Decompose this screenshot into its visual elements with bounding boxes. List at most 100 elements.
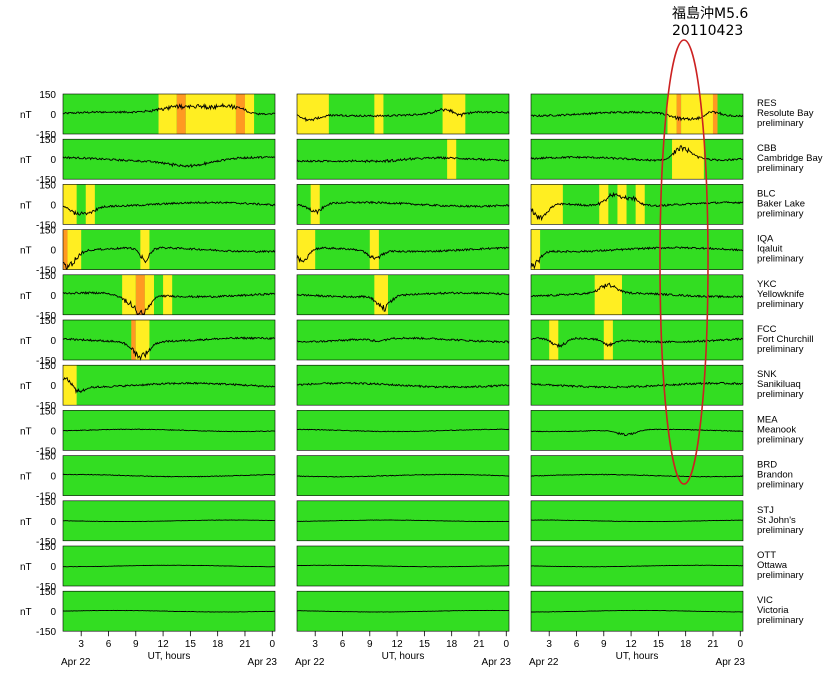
station-code: BRD	[757, 460, 777, 471]
magnetic-trace	[296, 336, 510, 344]
activity-band	[369, 229, 379, 270]
activity-band	[531, 229, 541, 270]
panel-frame	[62, 545, 276, 587]
activity-band	[531, 184, 563, 225]
y-unit-label: nT	[20, 562, 32, 573]
panel-background	[531, 229, 743, 270]
x-tick-label: 3	[546, 639, 552, 650]
magnetic-trace	[63, 428, 276, 433]
y-tick-label: -150	[36, 492, 56, 503]
activity-band	[297, 94, 329, 134]
panel-frame	[62, 138, 276, 180]
station-status: preliminary	[757, 254, 804, 265]
x-tick-label: 21	[473, 639, 485, 650]
x-tick-label: 6	[106, 639, 112, 650]
activity-band	[635, 184, 645, 225]
panel-frame	[530, 319, 744, 361]
magnetic-trace	[62, 246, 276, 270]
x-tick-label: 15	[419, 639, 431, 650]
activity-band	[676, 94, 682, 134]
magnetic-trace	[62, 376, 276, 395]
x-tick-label: 18	[680, 639, 692, 650]
station-status: preliminary	[757, 615, 804, 626]
x-tick-label: 9	[133, 639, 139, 650]
x-axis-label: UT, hours	[148, 651, 191, 662]
y-unit-label: nT	[20, 472, 32, 483]
panel-background	[297, 455, 509, 496]
station-status: preliminary	[757, 480, 804, 491]
activity-band	[594, 274, 622, 315]
annotation-date: 20110423	[672, 23, 744, 39]
y-unit-label: nT	[20, 291, 32, 302]
magnetic-trace	[63, 519, 276, 523]
annotation-ellipse	[659, 39, 709, 485]
x-tick-label: 6	[574, 639, 580, 650]
y-tick-label: 0	[50, 517, 56, 528]
y-tick-label: -150	[36, 356, 56, 367]
x-tick-label: 0	[737, 639, 743, 650]
panel-frame	[530, 364, 744, 406]
activity-band	[244, 94, 255, 134]
y-tick-label: 0	[50, 155, 56, 166]
x-tick-label: 15	[185, 639, 197, 650]
panel-frame	[296, 590, 510, 632]
station-code: CBB	[757, 143, 777, 154]
y-tick-label: 0	[50, 200, 56, 211]
date-end-label: Apr 23	[482, 657, 512, 668]
magnetic-trace	[530, 381, 743, 389]
panel-frame	[62, 229, 276, 270]
activity-band	[297, 229, 316, 270]
panel-background	[63, 139, 275, 180]
panel-frame	[296, 93, 510, 135]
y-unit-label: nT	[20, 246, 32, 257]
panel-frame	[62, 319, 276, 361]
earthquake-annotation: 福島沖M5.6 20110423	[672, 6, 748, 40]
y-tick-label: 0	[50, 291, 56, 302]
panel-frame	[62, 364, 276, 406]
station-code: STJ	[757, 505, 774, 516]
y-tick-label: -150	[36, 266, 56, 277]
magnetic-trace	[530, 144, 744, 163]
station-name: Cambridge Bay	[757, 153, 823, 164]
panel-frame	[530, 229, 744, 270]
y-tick-label: 150	[39, 271, 56, 282]
y-tick-label: 150	[39, 90, 56, 101]
panel-frame	[530, 455, 744, 496]
activity-band	[140, 229, 150, 270]
station-name: Victoria	[757, 605, 789, 616]
y-tick-label: -150	[36, 537, 56, 548]
y-tick-label: -150	[36, 582, 56, 593]
activity-band	[144, 274, 154, 315]
magnetic-trace	[62, 102, 276, 116]
station-name: Sanikiluaq	[757, 379, 801, 390]
x-tick-label: 0	[503, 639, 509, 650]
station-status: preliminary	[757, 299, 804, 310]
y-tick-label: 0	[50, 110, 56, 121]
magnetic-trace	[296, 291, 510, 312]
activity-band	[617, 184, 627, 225]
station-code: BLC	[757, 188, 776, 199]
y-tick-label: 150	[39, 361, 56, 372]
station-name: Brandon	[757, 470, 793, 481]
date-start-label: Apr 22	[295, 657, 325, 668]
magnetic-trace	[296, 519, 510, 523]
activity-band	[235, 94, 245, 134]
activity-band	[442, 94, 466, 134]
activity-band	[549, 320, 559, 360]
y-unit-label: nT	[20, 110, 32, 121]
magnetic-trace	[63, 609, 276, 613]
activity-band	[85, 184, 95, 225]
panel-frame	[296, 184, 510, 225]
y-tick-label: 150	[39, 406, 56, 417]
x-tick-label: 21	[239, 639, 251, 650]
station-code: FCC	[757, 324, 777, 335]
panel-frame	[62, 184, 276, 225]
activity-band	[310, 184, 320, 225]
activity-band	[672, 139, 704, 180]
station-status: preliminary	[757, 389, 804, 400]
activity-band	[447, 139, 457, 180]
panel-frame	[62, 410, 276, 451]
y-tick-label: 0	[50, 472, 56, 483]
y-tick-label: -150	[36, 220, 56, 231]
station-status: preliminary	[757, 163, 804, 174]
